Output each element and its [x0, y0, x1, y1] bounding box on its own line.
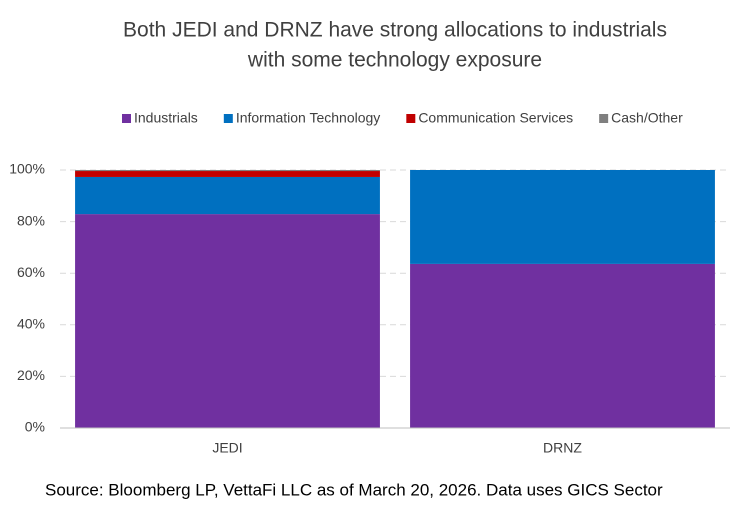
x-tick-label: JEDI [212, 440, 242, 456]
legend-label: Communication Services [418, 110, 573, 126]
legend-swatch [599, 114, 609, 123]
chart-title: with some technology exposure [247, 49, 542, 72]
bar-segment [75, 171, 380, 177]
legend-label: Cash/Other [611, 110, 683, 126]
y-tick-label: 20% [17, 367, 45, 383]
legend-swatch [406, 114, 416, 123]
bar-segment [410, 170, 715, 264]
chart-title: Both JEDI and DRNZ have strong allocatio… [123, 19, 667, 42]
bar-segment [75, 214, 380, 428]
x-tick-label: DRNZ [543, 440, 582, 456]
y-tick-label: 0% [25, 419, 45, 435]
bar-segment [75, 176, 380, 215]
source-note: Source: Bloomberg LP, VettaFi LLC as of … [45, 480, 663, 499]
y-tick-label: 100% [9, 161, 45, 177]
legend-label: Information Technology [236, 110, 381, 126]
legend-swatch [223, 114, 233, 123]
y-tick-label: 40% [17, 316, 45, 332]
bar-segment [410, 263, 715, 428]
legend-swatch [122, 114, 131, 123]
bar-segment [75, 170, 380, 172]
y-tick-label: 60% [17, 264, 45, 280]
legend-label: Industrials [134, 110, 198, 126]
y-tick-label: 80% [17, 212, 45, 228]
